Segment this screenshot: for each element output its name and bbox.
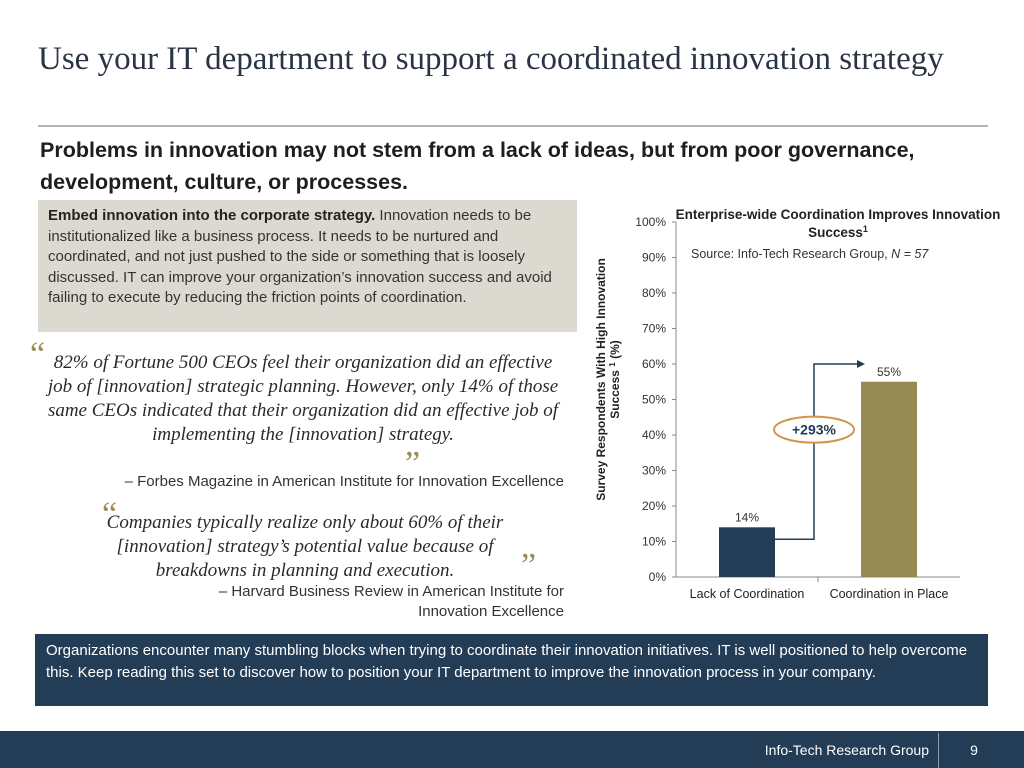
bar [719, 527, 775, 577]
y-tick-label: 100% [635, 215, 666, 229]
open-quote-icon: “ [30, 336, 46, 373]
y-tick-label: 0% [649, 570, 667, 584]
hbr-quote: Companies typically realize only about 6… [106, 512, 504, 581]
chart-title: Enterprise-wide Coordination Improves In… [676, 207, 1001, 240]
chart-title-superscript: 1 [863, 224, 868, 234]
hbr-attribution: – Harvard Business Review in American In… [218, 583, 564, 620]
title-divider [38, 125, 988, 127]
chart-title-line: Enterprise-wide Coordination Improves In… [676, 207, 1001, 222]
y-tick-label: 40% [642, 428, 666, 442]
y-tick-label: 60% [642, 357, 666, 371]
y-tick-label: 10% [642, 535, 666, 549]
y-tick-label: 50% [642, 393, 666, 407]
growth-annotation-oval [773, 415, 855, 444]
y-tick-label: 90% [642, 251, 666, 265]
coordination-bar-chart: Enterprise-wide Coordination Improves In… [594, 207, 1001, 601]
open-quote-icon: “ [102, 496, 118, 533]
callout-heading: Embed innovation into the corporate stra… [48, 207, 376, 224]
footer-company: Info-Tech Research Group [764, 742, 929, 758]
x-category-label: Coordination in Place [830, 587, 949, 601]
y-tick-label: 30% [642, 464, 666, 478]
y-tick-label: 70% [642, 322, 666, 336]
forbes-attribution: – Forbes Magazine in American Institute … [124, 473, 564, 490]
strategy-callout-box: Embed innovation into the corporate stra… [38, 200, 577, 332]
forbes-quote: 82% of Fortune 500 CEOs feel their organ… [47, 352, 559, 445]
bar [861, 381, 917, 577]
slide-title: Use your IT department to support a coor… [38, 41, 944, 77]
growth-annotation-label: +293% [792, 422, 837, 438]
page-number: 9 [970, 742, 978, 758]
y-tick-label: 20% [642, 499, 666, 513]
bar-data-label: 14% [735, 510, 759, 524]
footer-bar [0, 731, 1024, 768]
chart-source: Source: Info-Tech Research Group, N = 57 [691, 247, 929, 261]
close-quote-icon: ” [521, 547, 537, 584]
slide-subtitle: Problems in innovation may not stem from… [40, 138, 915, 194]
bar-data-label: 55% [877, 365, 901, 379]
chart-y-axis-label: Survey Respondents With High InnovationS… [594, 258, 622, 501]
summary-box: Organizations encounter many stumbling b… [35, 634, 988, 706]
close-quote-icon: ” [405, 445, 421, 482]
footer-divider [938, 733, 939, 768]
arrowhead-icon [857, 360, 865, 368]
y-tick-label: 80% [642, 286, 666, 300]
x-category-label: Lack of Coordination [690, 587, 805, 601]
chart-title-line: Success1 [808, 224, 868, 240]
callout-text: Innovation needs to be institutionalized… [48, 207, 552, 307]
growth-connector-arrow [773, 363, 857, 541]
